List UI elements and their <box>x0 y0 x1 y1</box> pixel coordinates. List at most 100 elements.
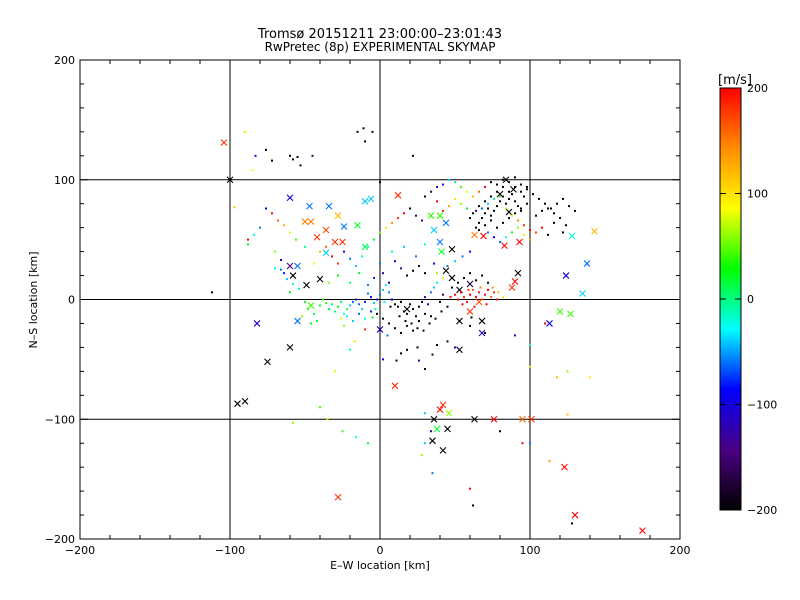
cross-stroke <box>340 223 348 230</box>
dot-marker <box>490 195 492 198</box>
dot-marker <box>292 282 294 285</box>
x-tick-label: 0 <box>377 544 384 557</box>
dot-marker <box>469 272 471 275</box>
dot-marker <box>254 154 257 157</box>
dot-marker <box>448 205 450 208</box>
cross-marker <box>442 267 450 275</box>
cross-marker <box>307 218 315 226</box>
dot-marker <box>289 154 291 157</box>
cross-marker <box>562 272 570 279</box>
cross-marker <box>367 195 375 203</box>
dot-marker <box>517 226 519 229</box>
cross-marker <box>478 329 486 337</box>
dot-marker <box>379 262 381 265</box>
dot-marker <box>446 340 449 343</box>
dot-marker <box>535 214 537 217</box>
cross-stroke <box>289 272 297 279</box>
dot-marker <box>514 212 516 215</box>
dot-marker <box>446 264 449 267</box>
cross-marker <box>427 212 435 220</box>
dot-marker <box>439 300 441 303</box>
dot-marker <box>421 219 423 222</box>
dot-marker <box>547 207 549 210</box>
cross-stroke <box>456 317 463 325</box>
dot-marker <box>418 320 420 323</box>
cross-marker <box>226 176 234 184</box>
dot-marker <box>325 245 327 248</box>
dot-marker <box>547 233 549 236</box>
dot-marker <box>491 286 494 289</box>
dot-marker <box>418 264 420 267</box>
cross-stroke <box>528 415 535 423</box>
cross-stroke <box>490 415 498 423</box>
cross-marker <box>253 320 261 327</box>
cross-marker <box>490 415 498 423</box>
cross-marker <box>519 415 526 423</box>
cross-stroke <box>511 278 519 285</box>
dot-marker <box>274 267 276 270</box>
cross-stroke <box>253 320 261 327</box>
cross-stroke <box>508 284 516 291</box>
cross-stroke <box>466 308 474 315</box>
dot-marker <box>253 233 255 236</box>
dot-marker <box>331 303 333 306</box>
dot-marker <box>391 250 393 253</box>
dot-marker <box>373 276 375 279</box>
dot-marker <box>283 224 285 227</box>
cross-stroke <box>505 208 513 216</box>
cross-stroke <box>639 527 646 535</box>
dot-marker <box>247 238 249 241</box>
dot-marker <box>566 413 569 416</box>
dot-marker <box>415 255 417 258</box>
dot-marker <box>568 205 570 208</box>
cross-stroke <box>448 245 456 253</box>
dot-marker <box>496 205 498 208</box>
dot-marker <box>436 272 438 275</box>
dot-marker <box>430 315 432 318</box>
cross-marker <box>303 281 310 289</box>
dot-marker <box>367 442 369 445</box>
cross-stroke <box>334 493 342 501</box>
cross-stroke <box>561 463 568 471</box>
dot-marker <box>535 231 537 234</box>
dot-marker <box>485 303 488 306</box>
cross-marker <box>442 219 450 227</box>
dot-marker <box>406 348 408 351</box>
dot-marker <box>514 185 516 188</box>
dot-marker <box>505 236 507 239</box>
cross-stroke <box>322 226 330 234</box>
dot-marker <box>349 304 351 307</box>
cross-stroke <box>241 397 249 405</box>
cross-stroke <box>354 221 361 229</box>
dot-marker <box>289 291 291 294</box>
cross-marker <box>264 358 271 366</box>
dot-marker <box>427 303 429 306</box>
dot-marker <box>517 205 519 208</box>
cross-marker <box>511 278 519 285</box>
cross-marker <box>307 302 315 309</box>
dot-marker <box>319 250 321 253</box>
dot-marker <box>434 317 437 320</box>
cross-marker <box>430 226 438 234</box>
cross-marker <box>334 493 342 501</box>
cross-marker <box>480 232 487 240</box>
cross-stroke <box>307 218 315 226</box>
dot-marker <box>374 308 377 311</box>
cross-stroke <box>286 344 294 351</box>
cross-stroke <box>339 238 346 246</box>
dot-marker <box>355 436 357 439</box>
dot-marker <box>355 298 357 301</box>
dot-marker <box>299 164 302 167</box>
dot-marker <box>436 344 438 347</box>
dot-marker <box>356 130 359 133</box>
dot-marker <box>508 190 510 193</box>
cross-marker <box>322 249 330 257</box>
dot-marker <box>505 207 507 210</box>
dot-marker <box>259 226 261 229</box>
dot-marker <box>304 245 306 248</box>
dot-marker <box>353 340 356 343</box>
dot-marker <box>340 300 342 303</box>
dot-marker <box>416 346 419 349</box>
cross-marker <box>430 415 438 423</box>
dot-marker <box>422 329 425 332</box>
